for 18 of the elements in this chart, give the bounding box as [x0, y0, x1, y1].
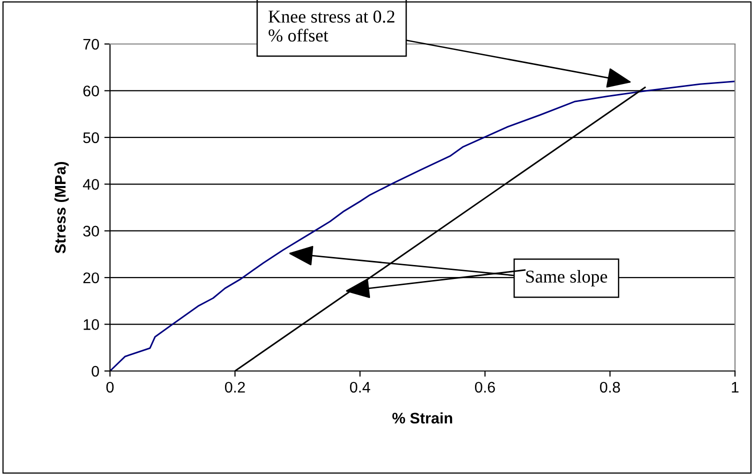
y-tick-label: 50: [83, 132, 99, 144]
y-tick-label: 10: [84, 319, 99, 330]
y-tick-label: 40: [82, 179, 99, 190]
x-tick-label: 1: [732, 382, 739, 392]
x-tick-label: 0.6: [474, 382, 495, 393]
x-tick-label: 0: [106, 382, 114, 393]
y-tick-label: 60: [83, 86, 99, 96]
y-tick-label: 20: [83, 272, 99, 284]
y-tick-label: 70: [83, 38, 99, 50]
x-tick-label: 0.4: [350, 382, 370, 393]
text: Knee stress at 0.2 % offset: [268, 10, 394, 42]
y-axis-title: Stress (MPa): [54, 162, 69, 254]
x-tick-label: 0.8: [600, 382, 620, 393]
y-tick-label: 0: [92, 366, 99, 377]
x-tick-label: 0.2: [224, 382, 245, 393]
y-tick-label: 30: [83, 226, 99, 237]
x-axis-title: % Strain: [392, 412, 452, 424]
annotation: Same slope: [526, 270, 608, 286]
